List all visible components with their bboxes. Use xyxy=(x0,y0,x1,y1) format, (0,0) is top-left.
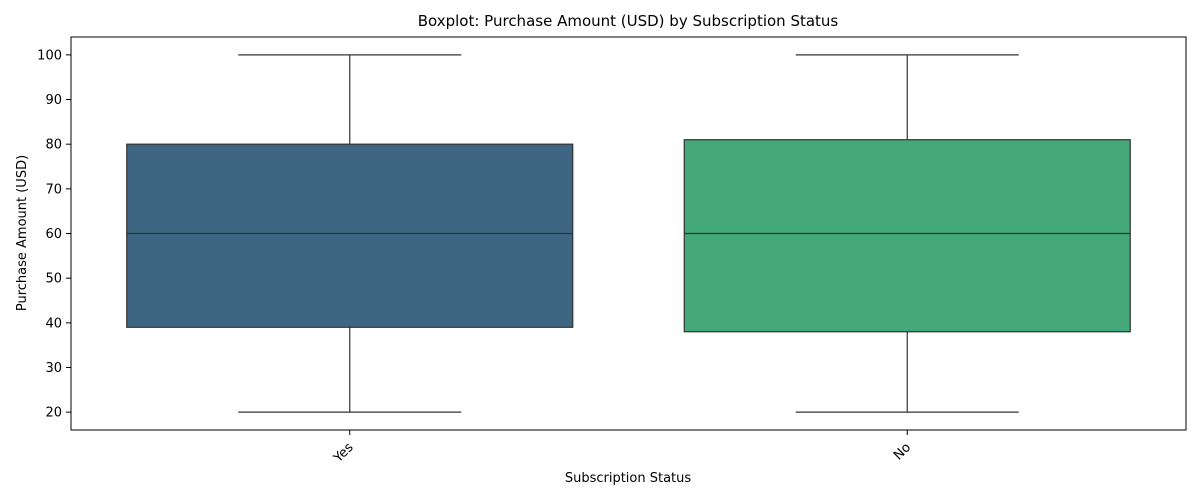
y-tick-label: 100 xyxy=(37,48,62,63)
y-tick-label: 90 xyxy=(45,93,62,108)
y-axis-label: Purchase Amount (USD) xyxy=(15,155,30,311)
x-tick-label: No xyxy=(891,440,914,463)
y-tick-label: 50 xyxy=(45,272,62,287)
chart-title: Boxplot: Purchase Amount (USD) by Subscr… xyxy=(418,12,839,30)
x-axis-label: Subscription Status xyxy=(565,471,692,486)
y-tick-label: 60 xyxy=(45,227,62,242)
y-tick-label: 30 xyxy=(45,361,62,376)
y-tick-label: 70 xyxy=(45,182,62,197)
y-tick-label: 80 xyxy=(45,138,62,153)
plot-area: 20 30 40 50 60 70 80 90 100 Yes No xyxy=(37,36,1187,466)
box-no xyxy=(683,139,1131,333)
box-yes xyxy=(126,143,574,328)
y-tick-label: 40 xyxy=(45,316,62,331)
y-tick-label: 20 xyxy=(45,406,62,421)
x-tick-label: Yes xyxy=(330,440,356,466)
